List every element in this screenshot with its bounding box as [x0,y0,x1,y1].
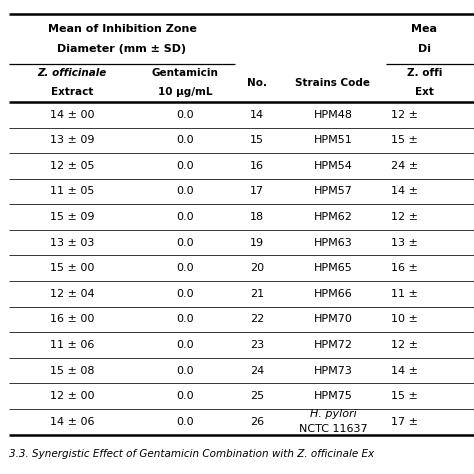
Text: 0.0: 0.0 [176,212,194,222]
Text: 3.3. Synergistic Effect of Gentamicin Combination with Z. officinale Ex: 3.3. Synergistic Effect of Gentamicin Co… [9,449,374,459]
Text: HPM72: HPM72 [313,340,353,350]
Text: 13 ± 09: 13 ± 09 [50,135,94,146]
Text: 24: 24 [250,365,264,376]
Text: Di: Di [418,44,431,54]
Text: 10 μg/mL: 10 μg/mL [158,87,212,98]
Text: 16 ± 00: 16 ± 00 [50,314,94,325]
Text: 18: 18 [250,212,264,222]
Text: Diameter (mm ± SD): Diameter (mm ± SD) [57,44,187,54]
Text: HPM66: HPM66 [314,289,352,299]
Text: 17: 17 [250,186,264,197]
Text: 25: 25 [250,391,264,401]
Text: 13 ± 03: 13 ± 03 [50,237,94,248]
Text: 14 ± 00: 14 ± 00 [50,109,94,120]
Text: 15 ± 08: 15 ± 08 [50,365,94,376]
Text: 0.0: 0.0 [176,340,194,350]
Text: 15: 15 [250,135,264,146]
Text: 13 ±: 13 ± [391,237,418,248]
Text: HPM73: HPM73 [313,365,353,376]
Text: Mean of Inhibition Zone: Mean of Inhibition Zone [47,24,197,34]
Text: 17 ±: 17 ± [391,417,418,427]
Text: 16 ±: 16 ± [391,263,418,273]
Text: HPM48: HPM48 [313,109,353,120]
Text: 14: 14 [250,109,264,120]
Text: 15 ±: 15 ± [391,135,418,146]
Text: HPM51: HPM51 [314,135,352,146]
Text: 11 ±: 11 ± [391,289,418,299]
Text: 0.0: 0.0 [176,263,194,273]
Text: 11 ± 05: 11 ± 05 [50,186,94,197]
Text: 24 ±: 24 ± [391,161,418,171]
Text: 0.0: 0.0 [176,417,194,427]
Text: Extract: Extract [51,87,93,98]
Text: 0.0: 0.0 [176,289,194,299]
Text: 0.0: 0.0 [176,109,194,120]
Text: 14 ±: 14 ± [391,365,418,376]
Text: Mea: Mea [411,24,437,34]
Text: 15 ± 00: 15 ± 00 [50,263,94,273]
Text: 0.0: 0.0 [176,237,194,248]
Text: HPM70: HPM70 [313,314,353,325]
Text: 10 ±: 10 ± [391,314,418,325]
Text: No.: No. [247,78,267,88]
Text: Ext: Ext [415,87,434,98]
Text: 0.0: 0.0 [176,186,194,197]
Text: 0.0: 0.0 [176,314,194,325]
Text: 23: 23 [250,340,264,350]
Text: 12 ± 05: 12 ± 05 [50,161,94,171]
Text: 15 ± 09: 15 ± 09 [50,212,94,222]
Text: HPM65: HPM65 [314,263,352,273]
Text: Strains Code: Strains Code [295,78,371,88]
Text: Z. offi: Z. offi [407,68,442,79]
Text: HPM54: HPM54 [313,161,353,171]
Text: 20: 20 [250,263,264,273]
Text: 12 ± 04: 12 ± 04 [50,289,95,299]
Text: 26: 26 [250,417,264,427]
Text: 15 ±: 15 ± [391,391,418,401]
Text: 14 ±: 14 ± [391,186,418,197]
Text: NCTC 11637: NCTC 11637 [299,424,367,435]
Text: 0.0: 0.0 [176,365,194,376]
Text: 0.0: 0.0 [176,161,194,171]
Text: H. pylori: H. pylori [310,409,356,419]
Text: HPM62: HPM62 [313,212,353,222]
Text: Z. officinale: Z. officinale [37,68,107,79]
Text: 11 ± 06: 11 ± 06 [50,340,94,350]
Text: 16: 16 [250,161,264,171]
Text: 12 ±: 12 ± [391,109,418,120]
Text: 0.0: 0.0 [176,135,194,146]
Text: Gentamicin: Gentamicin [151,68,219,79]
Text: 19: 19 [250,237,264,248]
Text: 12 ± 00: 12 ± 00 [50,391,94,401]
Text: 12 ±: 12 ± [391,212,418,222]
Text: HPM75: HPM75 [313,391,353,401]
Text: HPM63: HPM63 [314,237,352,248]
Text: 21: 21 [250,289,264,299]
Text: 14 ± 06: 14 ± 06 [50,417,94,427]
Text: 12 ±: 12 ± [391,340,418,350]
Text: 22: 22 [250,314,264,325]
Text: HPM57: HPM57 [313,186,353,197]
Text: 0.0: 0.0 [176,391,194,401]
